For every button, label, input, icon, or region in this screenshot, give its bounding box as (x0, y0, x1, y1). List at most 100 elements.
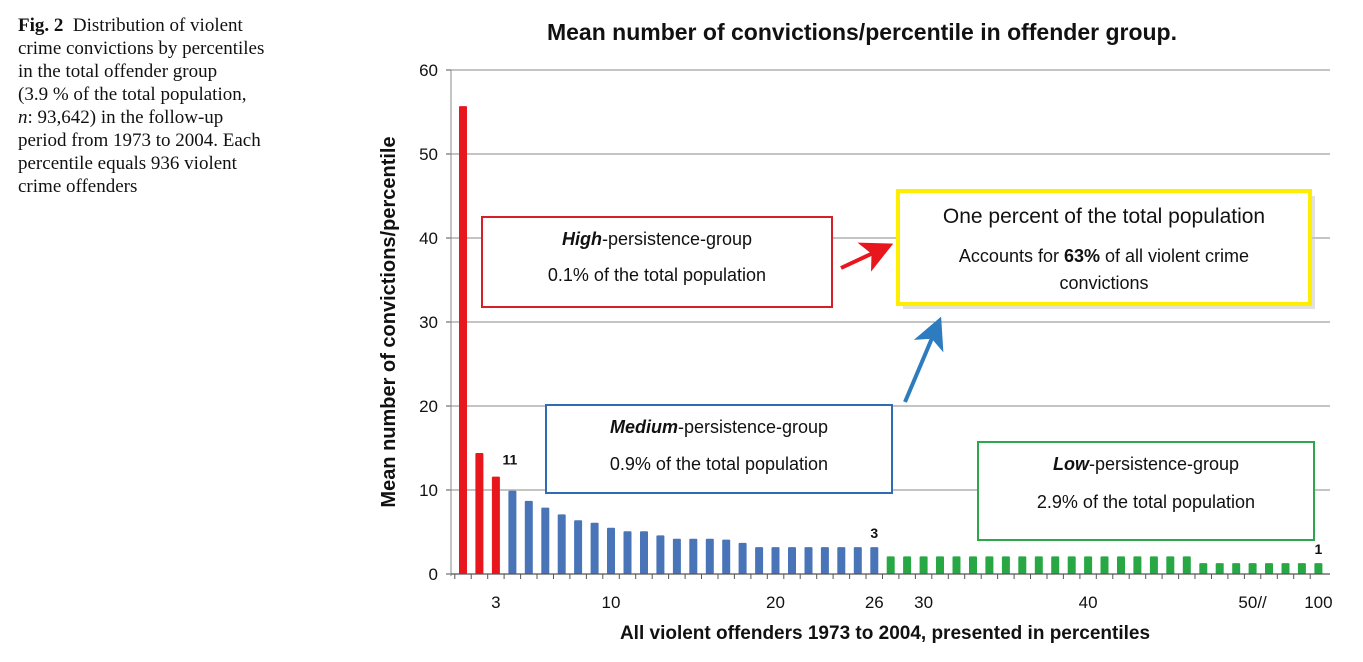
caption-line-4: (3.9 % of the total population, (18, 84, 247, 105)
bar-medium-4 (557, 514, 566, 574)
bar-medium-23 (870, 547, 879, 574)
figure-label: Fig. 2 (18, 15, 64, 36)
bar-medium-5 (574, 520, 583, 574)
bar-medium-22 (853, 547, 862, 574)
data-labels: 11 3 1 (502, 452, 1322, 557)
bar-low-5 (952, 556, 961, 574)
data-label: 3 (870, 525, 878, 541)
annotation-high-subtitle: 0.1% of the total population (548, 265, 766, 285)
bar-medium-17 (771, 547, 780, 574)
bar-low-9 (1018, 556, 1027, 574)
bars (459, 106, 1323, 574)
bar-low-16 (1133, 556, 1142, 574)
y-axis-ticks: 0 10 20 30 40 50 60 (419, 61, 451, 584)
bar-low-12 (1067, 556, 1076, 574)
arrow-medium-to-callout (903, 316, 944, 403)
bar-low-13 (1084, 556, 1093, 574)
bar-low-18 (1166, 556, 1175, 574)
annotation-one-percent-line2: convictions (1059, 273, 1148, 293)
bar-low-2 (903, 556, 912, 574)
annotation-low-subtitle: 2.9% of the total population (1037, 492, 1255, 512)
bar-low-23 (1248, 563, 1257, 574)
x-tick-label: 3 (491, 593, 500, 612)
annotation-one-percent-line1: Accounts for 63% of all violent crime (959, 246, 1249, 266)
bar-low-19 (1182, 556, 1191, 574)
bar-medium-19 (804, 547, 813, 574)
bar-low-26 (1297, 563, 1306, 574)
bar-medium-9 (640, 531, 648, 574)
x-tick-label: 30 (914, 593, 933, 612)
annotation-one-percent-box (896, 189, 1312, 306)
x-tick-label: 20 (766, 593, 785, 612)
annotation-high-group: High-persistence-group 0.1% of the total… (481, 216, 833, 308)
bar-low-4 (936, 556, 944, 574)
caption-line-6: period from 1973 to 2004. Each (18, 130, 261, 151)
bar-high-3 (491, 476, 500, 574)
bar-medium-15 (738, 542, 747, 574)
bar-low-1 (886, 556, 895, 574)
bar-high-2 (475, 453, 484, 574)
annotation-one-percent-title: One percent of the total population (943, 205, 1265, 228)
data-label: 1 (1315, 541, 1323, 557)
bar-medium-7 (607, 527, 615, 574)
annotation-medium-group: Medium-persistence-group 0.9% of the tot… (545, 404, 893, 494)
bar-medium-6 (590, 522, 599, 574)
annotation-medium-box (545, 404, 893, 494)
bar-medium-3 (541, 507, 550, 574)
caption-line-5: : 93,642) in the follow-up (27, 107, 224, 128)
x-axis-label: All violent offenders 1973 to 2004, pres… (620, 623, 1150, 644)
bar-low-22 (1232, 563, 1241, 574)
bar-medium-18 (788, 547, 796, 574)
y-tick-label: 60 (419, 61, 438, 80)
bar-low-21 (1215, 563, 1224, 574)
x-tick-label: 10 (602, 593, 621, 612)
bar-low-27 (1314, 563, 1323, 574)
bar-low-15 (1117, 556, 1125, 574)
caption-line-8: crime offenders (18, 176, 138, 197)
y-axis-label: Mean number of convictions/percentile (378, 136, 400, 507)
bar-low-7 (985, 556, 994, 574)
x-tick-label: 40 (1079, 593, 1098, 612)
figure-caption: Fig. 2 Distribution of violent crime con… (18, 14, 323, 198)
annotation-high-title: High-persistence-group (562, 229, 752, 249)
bar-high-1 (459, 106, 467, 574)
bar-low-3 (919, 556, 928, 574)
bar-low-11 (1051, 556, 1060, 574)
bar-low-6 (969, 556, 977, 574)
annotation-low-title: Low-persistence-group (1053, 454, 1239, 474)
annotation-high-box (481, 216, 833, 308)
bar-medium-21 (837, 547, 846, 574)
y-tick-label: 50 (419, 145, 438, 164)
y-tick-label: 0 (429, 565, 438, 584)
caption-line-7: percentile equals 936 violent (18, 153, 237, 174)
bar-medium-14 (722, 539, 731, 574)
bar-low-8 (1001, 556, 1010, 574)
caption-line-1: Distribution of violent (72, 15, 243, 36)
y-tick-label: 30 (419, 313, 438, 332)
bar-medium-8 (623, 531, 632, 574)
annotation-medium-title: Medium-persistence-group (610, 417, 828, 437)
bar-low-20 (1199, 563, 1208, 574)
bar-low-10 (1034, 556, 1043, 574)
bar-low-17 (1149, 556, 1158, 574)
bar-medium-11 (672, 538, 681, 574)
y-tick-label: 40 (419, 229, 438, 248)
x-tick-label: 50// (1238, 593, 1267, 612)
bar-low-14 (1100, 556, 1109, 574)
bar-low-25 (1281, 563, 1290, 574)
bar-low-24 (1265, 563, 1273, 574)
data-label: 11 (502, 452, 517, 468)
caption-n-symbol: n (18, 107, 28, 128)
bar-medium-10 (656, 535, 665, 574)
caption-line-2: crime convictions by percentiles (18, 38, 265, 59)
chart-title: Mean number of convictions/percentile in… (547, 19, 1177, 45)
caption-line-3: in the total offender group (18, 61, 218, 82)
bar-medium-13 (705, 538, 714, 574)
y-tick-label: 10 (419, 481, 438, 500)
x-axis-ticks: 3 10 20 26 30 40 50// 100 (454, 574, 1333, 612)
x-tick-label: 26 (865, 593, 884, 612)
annotation-medium-subtitle: 0.9% of the total population (610, 454, 828, 474)
bar-medium-2 (524, 500, 533, 574)
y-tick-label: 20 (419, 397, 438, 416)
